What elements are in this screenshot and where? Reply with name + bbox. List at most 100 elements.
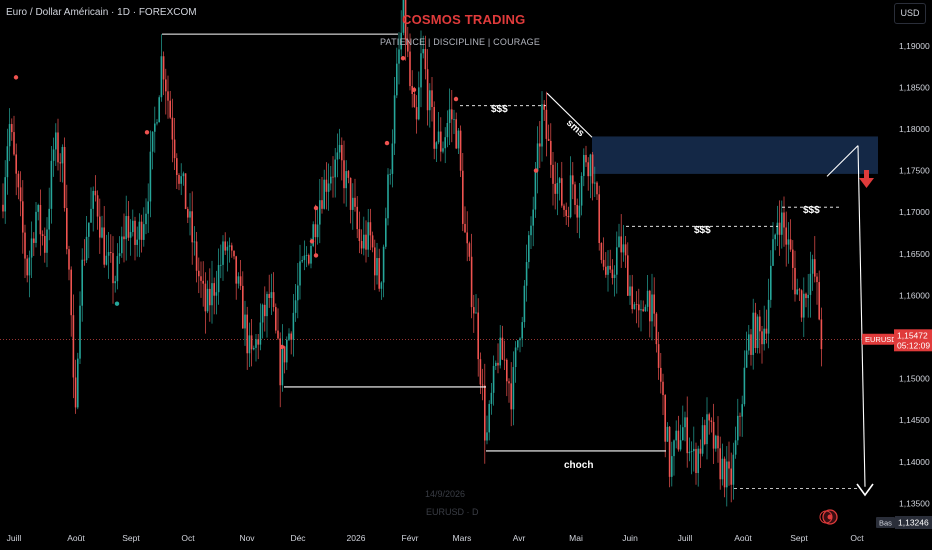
candle-body <box>224 241 226 251</box>
candle-body <box>759 316 761 332</box>
time-tick-label: Juill <box>7 533 22 543</box>
price-tick-label: 1,16500 <box>899 249 930 259</box>
price-tick-label: 1,15000 <box>899 374 930 384</box>
symbol-title[interactable]: Euro / Dollar Américain · 1D · FOREXCOM <box>6 7 197 18</box>
candle-body <box>499 337 501 366</box>
liquidity-label-3: $$$ <box>803 205 820 216</box>
candle-body <box>569 175 572 218</box>
candle-body <box>508 381 510 384</box>
candle-body <box>327 183 330 192</box>
candle-body <box>609 265 611 270</box>
candle-body <box>710 420 713 422</box>
time-axis[interactable]: Juill Août Sept Oct Nov Déc 2026 Févr Mars Avr Mai… <box>7 533 865 543</box>
candle-body <box>719 448 721 480</box>
candle-body <box>435 142 438 149</box>
candle-body <box>180 176 182 184</box>
time-tick-label: Févr <box>402 533 419 543</box>
watermark-date: 14/9/2026 <box>425 489 466 499</box>
candle-body <box>255 339 257 348</box>
candle-body <box>321 200 323 209</box>
signal-dot <box>309 239 315 244</box>
candle-body <box>607 265 609 275</box>
price-tick-label: 1,19000 <box>899 41 930 51</box>
candle-body <box>349 177 352 210</box>
candle-body <box>455 119 457 149</box>
candle-body <box>662 381 664 396</box>
brand-title: COSMOS TRADING <box>402 12 526 27</box>
candle-body <box>479 359 482 385</box>
candle-body <box>712 421 715 449</box>
candle-body <box>239 276 242 286</box>
candle-body <box>591 154 594 184</box>
candle-body <box>545 109 548 139</box>
candle-body <box>147 201 149 214</box>
candle-body <box>266 293 268 317</box>
candle-body <box>627 255 629 296</box>
candle-body <box>732 454 735 485</box>
time-tick-label: Juill <box>678 533 693 543</box>
candle-body <box>378 258 380 289</box>
price-tick-label: 1,16000 <box>899 290 930 300</box>
candle-body <box>127 216 130 238</box>
candle-body <box>781 212 783 235</box>
candle-body <box>501 337 504 360</box>
signal-dot <box>313 205 319 211</box>
candle-body <box>675 430 677 441</box>
candle-body <box>521 322 523 339</box>
candle-body <box>242 285 244 329</box>
candle-body <box>576 205 578 218</box>
candle-body <box>336 152 339 160</box>
candle-body <box>693 448 695 452</box>
candle-body <box>660 367 662 382</box>
candle-body <box>160 56 163 98</box>
time-tick-label: Août <box>734 533 752 543</box>
candle-body <box>453 119 455 121</box>
candle-body <box>376 258 378 276</box>
signal-dots <box>13 56 539 350</box>
signal-dot <box>279 344 285 350</box>
candle-body <box>165 79 167 92</box>
candle-body <box>767 299 770 334</box>
candle-body <box>202 280 204 284</box>
candle-body <box>19 187 22 202</box>
candle-body <box>61 146 64 164</box>
down-arrow-icon <box>859 170 874 188</box>
price-tick-label: 1,18500 <box>899 82 930 92</box>
candle-body <box>745 350 748 368</box>
candle-body <box>622 244 625 253</box>
currency-button[interactable]: USD <box>894 3 926 24</box>
candle-body <box>631 286 633 310</box>
candle-body <box>22 201 24 233</box>
price-tag-symbol: EURUSD <box>865 335 897 344</box>
economic-events-icon[interactable] <box>819 509 838 525</box>
candle-body <box>495 362 497 366</box>
supply-zone-rect <box>592 136 878 174</box>
candle-body <box>151 131 154 152</box>
candle-body <box>338 144 341 153</box>
candle-body <box>380 282 383 289</box>
candle-body <box>638 304 640 311</box>
candle-body <box>24 232 26 259</box>
signal-dot <box>384 140 390 146</box>
candle-body <box>286 339 288 363</box>
candle-body <box>462 170 464 224</box>
candle-body <box>572 175 574 185</box>
candle-body <box>805 293 807 299</box>
candle-body <box>635 304 638 306</box>
candle-body <box>437 131 440 143</box>
candle-body <box>226 246 229 251</box>
candle-body <box>796 289 798 295</box>
candle-body <box>470 256 473 308</box>
candle-body <box>688 451 691 454</box>
candle-body <box>39 204 42 235</box>
candle-body <box>99 216 101 238</box>
candle-body <box>319 200 321 225</box>
candle-body <box>640 309 642 311</box>
candle-body <box>649 290 651 322</box>
candle-body <box>167 91 169 101</box>
candle-body <box>580 175 583 206</box>
candle-body <box>433 107 435 149</box>
candle-body <box>4 177 6 212</box>
candle-body <box>605 266 607 275</box>
